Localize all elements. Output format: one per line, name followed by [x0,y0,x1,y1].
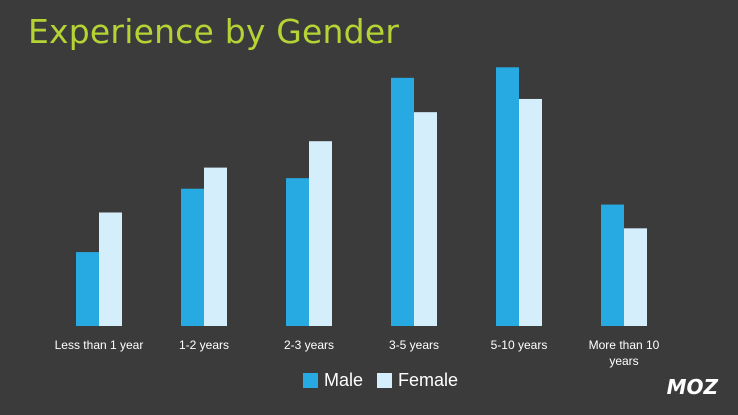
bar-female-2 [309,141,332,326]
x-tick-label-5: More than 10 [589,338,660,352]
x-tick-label-2: 2-3 years [284,338,334,352]
legend-label-female: Female [398,370,459,390]
bar-male-2 [286,178,309,326]
legend-swatch-female [377,373,393,388]
bar-female-3 [414,112,437,326]
bar-male-0 [76,252,99,326]
moz-logo: MOZ [666,375,718,399]
bar-female-4 [519,98,542,327]
legend-item-male: Male [303,370,363,391]
legend-item-female: Female [377,370,458,391]
bar-female-1 [204,167,227,326]
legend-label-male: Male [324,370,364,390]
x-tick-label-0: Less than 1 year [55,338,144,352]
x-tick-label-4: 5-10 years [491,338,548,352]
x-tick-label-5-line1: years [609,354,638,368]
bar-male-4 [496,67,519,326]
x-tick-label-1: 1-2 years [179,338,229,352]
chart-legend: Male Female [303,370,466,391]
bar-male-1 [181,188,204,326]
bar-male-3 [391,77,414,326]
bar-female-0 [99,212,122,326]
x-tick-label-3: 3-5 years [389,338,439,352]
bar-female-5 [624,228,647,326]
chart-title: Experience by Gender [28,12,400,51]
bar-male-5 [601,204,624,326]
legend-swatch-male [303,373,318,388]
